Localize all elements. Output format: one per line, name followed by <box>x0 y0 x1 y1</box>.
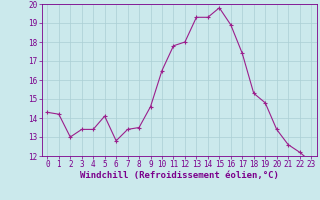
X-axis label: Windchill (Refroidissement éolien,°C): Windchill (Refroidissement éolien,°C) <box>80 171 279 180</box>
